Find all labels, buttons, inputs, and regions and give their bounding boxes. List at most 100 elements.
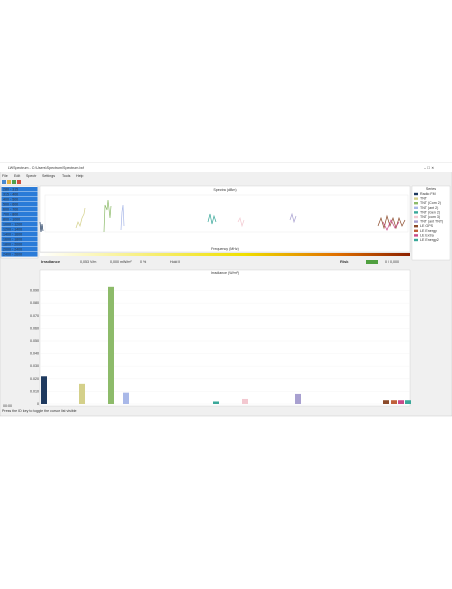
spectra-title: Spectra (dBm) xyxy=(213,188,236,192)
field: 0,053 V/m xyxy=(80,260,96,264)
legend-swatch xyxy=(414,206,418,209)
legend-entry: LE GPS xyxy=(420,224,434,228)
band-item[interactable]: 2400 - 2600 xyxy=(3,252,22,256)
legend-swatch xyxy=(414,220,418,223)
band-row xyxy=(1,202,38,207)
band-item[interactable]: 800 - 1000 xyxy=(3,217,20,221)
irradiance-label: Irradiance xyxy=(41,259,61,264)
band-item[interactable]: 1800 - 2000 xyxy=(3,242,22,246)
band-item[interactable]: 600 - 700 xyxy=(3,207,18,211)
legend-swatch xyxy=(414,215,418,219)
legend-swatch xyxy=(414,202,418,205)
menu-item[interactable]: Spectr xyxy=(26,174,37,178)
tool-icon[interactable] xyxy=(17,180,21,184)
legend-entry: TNT (ant 2) xyxy=(420,206,438,210)
tool-icon[interactable] xyxy=(7,180,11,184)
bar xyxy=(391,400,397,404)
menu-item[interactable]: Help xyxy=(76,174,83,178)
legend-entry: LE Extra xyxy=(420,233,434,237)
legend-entry: TNT xyxy=(420,197,428,201)
spectrum xyxy=(207,213,217,225)
bar xyxy=(398,400,404,404)
y-tick-label: 0.030 xyxy=(30,364,39,368)
legend-swatch xyxy=(414,197,418,200)
legend-swatch xyxy=(414,192,418,196)
band-row xyxy=(1,227,38,232)
spectrum xyxy=(75,207,86,229)
bar xyxy=(123,392,129,404)
band-row xyxy=(1,247,38,252)
spectrum xyxy=(289,212,297,224)
y-tick-label: 0.070 xyxy=(30,314,39,318)
risk-label: Risk xyxy=(340,259,349,264)
band-item[interactable]: 280 - 315 xyxy=(3,187,18,191)
band-item[interactable]: 1000 - 1200 xyxy=(3,222,22,226)
field: 0,000 mW/m² xyxy=(110,260,132,264)
band-item[interactable]: 315 - 400 xyxy=(3,192,18,196)
irradiance-chart: 0 0.010 0.020 0.030 0.040 0.050 0.060 0.070 0.08… xyxy=(30,286,411,406)
legend-swatch xyxy=(414,238,418,242)
y-tick-label: 0.020 xyxy=(30,377,39,381)
band-item[interactable]: 700 - 800 xyxy=(3,212,18,216)
fields: 0,053 V/m 0,000 mW/m² 0 % Hold Il xyxy=(80,260,180,264)
menu-bar: File Edit Spectr Settings Tools Help xyxy=(2,174,83,178)
y-tick-label: 0.050 xyxy=(30,339,39,343)
menu-item[interactable]: File xyxy=(2,174,8,178)
band-item[interactable]: 1400 - 1600 xyxy=(3,232,22,236)
menu-item[interactable]: Edit xyxy=(14,174,20,178)
spectrum xyxy=(377,214,406,230)
legend-entry: LE Energy xyxy=(420,229,437,233)
band-row xyxy=(1,252,38,257)
band-row xyxy=(1,242,38,247)
y-tick-label: 0.010 xyxy=(30,389,39,393)
bar xyxy=(41,376,47,404)
spectra-panel xyxy=(39,185,411,253)
band-row xyxy=(1,232,38,237)
bar xyxy=(213,401,219,404)
band-item[interactable]: 400 - 500 xyxy=(3,197,18,201)
legend-entry: TNT (ant TNT) xyxy=(420,220,443,224)
legend-entry: LE Energy2 xyxy=(420,238,439,242)
band-row xyxy=(1,187,38,192)
window-controls[interactable]: – ☐ ✕ xyxy=(424,166,434,170)
chart-title: Irradiance (W/m²) xyxy=(211,271,239,275)
band-item[interactable]: 500 - 600 xyxy=(3,202,18,206)
bar xyxy=(108,286,114,404)
legend-title: Series xyxy=(426,187,436,191)
band-item[interactable]: 1600 - 1800 xyxy=(3,237,22,241)
y-tick-label: 0.060 xyxy=(30,326,39,330)
legend-entry: Radio FM xyxy=(420,192,436,196)
band-item[interactable]: 2000 - 2400 xyxy=(3,247,22,251)
bar xyxy=(79,383,85,404)
bar xyxy=(295,393,301,404)
risk-value: 0 / 0,000 xyxy=(385,260,399,264)
spectra-lines xyxy=(39,194,409,233)
y-tick-label: 0 xyxy=(37,402,39,406)
band-item[interactable]: 1200 - 1400 xyxy=(3,227,22,231)
legend-swatch xyxy=(414,211,418,214)
legend-swatch xyxy=(414,229,418,232)
field: 0 % xyxy=(140,260,147,264)
legend-entry: TNT (Com 2) xyxy=(420,201,441,205)
menu-item[interactable]: Settings xyxy=(42,174,55,178)
band-row xyxy=(1,217,38,222)
menu-item[interactable]: Tools xyxy=(62,174,71,178)
spectrum xyxy=(120,204,125,231)
legend-swatch xyxy=(414,234,418,237)
field: Hold Il xyxy=(170,260,180,264)
tool-icon[interactable] xyxy=(2,180,6,184)
y-tick-label: 0.090 xyxy=(30,289,39,293)
y-tick-label: 0.080 xyxy=(30,301,39,305)
band-row xyxy=(1,197,38,202)
status-bar: Press the ID key to toggle the cursor li… xyxy=(2,409,77,413)
legend-panel xyxy=(411,185,451,261)
band-row xyxy=(1,212,38,217)
legend-entry: TNT (Gen 2) xyxy=(420,210,440,214)
spectra-x-label: Frequency (MHz) xyxy=(211,247,239,251)
band-row xyxy=(1,207,38,212)
tool-icon[interactable] xyxy=(12,180,16,184)
window-title: LWSpectrum - C:\Users\Spectrum\Spectrum.… xyxy=(8,166,84,170)
